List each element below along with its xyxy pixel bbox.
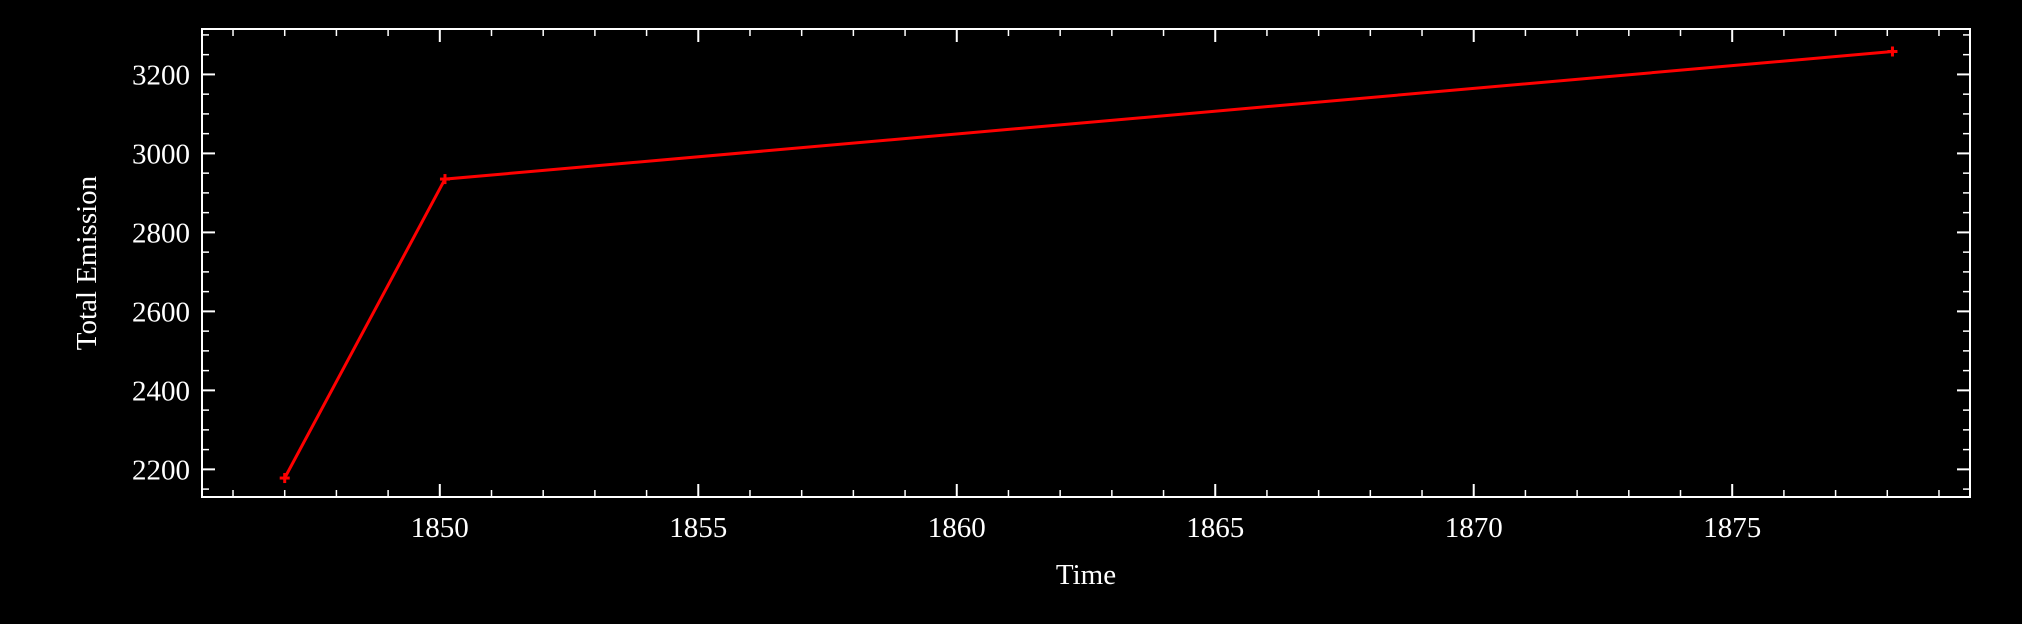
y-tick-labels: 2200 2400 2600 2800 3000 3200 — [132, 59, 190, 486]
x-tick-label: 1855 — [669, 512, 727, 544]
x-tick-label: 1870 — [1445, 512, 1503, 544]
y-tick-label: 2200 — [132, 454, 190, 486]
major-ticks — [202, 29, 1970, 497]
y-tick-label: 2800 — [132, 217, 190, 249]
x-tick-label: 1865 — [1186, 512, 1244, 544]
x-tick-label: 1860 — [928, 512, 986, 544]
y-tick-label: 3000 — [132, 138, 190, 170]
x-tick-label: 1850 — [411, 512, 469, 544]
minor-ticks — [202, 29, 1970, 497]
x-tick-labels: 1850 1855 1860 1865 1870 1875 — [411, 512, 1761, 544]
series-layer — [279, 46, 1898, 484]
y-tick-label: 3200 — [132, 59, 190, 91]
data-point — [1887, 46, 1898, 57]
y-tick-label: 2400 — [132, 375, 190, 407]
data-point — [439, 174, 450, 185]
data-point — [279, 473, 290, 484]
x-axis-title: Time — [1056, 559, 1116, 591]
plot-area — [202, 29, 1970, 497]
x-tick-label: 1875 — [1703, 512, 1761, 544]
y-axis-title: Total Emission — [71, 175, 103, 350]
y-tick-label: 2600 — [132, 296, 190, 328]
plot-frame — [201, 28, 1971, 498]
